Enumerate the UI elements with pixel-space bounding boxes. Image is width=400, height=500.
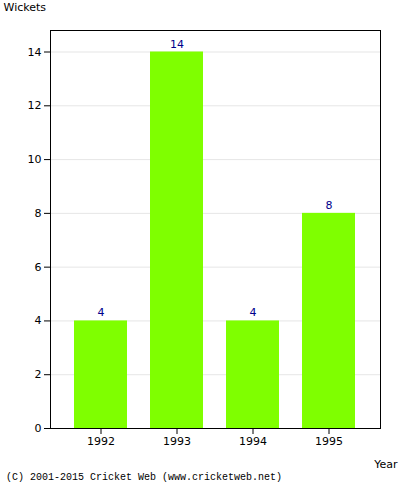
svg-text:12: 12 (28, 99, 42, 112)
svg-text:0: 0 (35, 422, 42, 435)
svg-text:4: 4 (98, 306, 105, 319)
svg-text:10: 10 (28, 153, 42, 166)
svg-text:1993: 1993 (163, 435, 191, 448)
svg-text:8: 8 (35, 207, 42, 220)
svg-text:Year: Year (373, 458, 398, 471)
svg-text:4: 4 (250, 306, 257, 319)
svg-text:1994: 1994 (239, 435, 267, 448)
svg-text:14: 14 (28, 46, 42, 59)
svg-text:1992: 1992 (87, 435, 115, 448)
svg-text:14: 14 (170, 38, 184, 51)
svg-text:2: 2 (35, 368, 42, 381)
svg-text:4: 4 (35, 314, 42, 327)
svg-text:Wickets: Wickets (4, 1, 47, 14)
svg-text:6: 6 (35, 261, 42, 274)
svg-text:1995: 1995 (315, 435, 343, 448)
svg-text:8: 8 (326, 199, 333, 212)
html-text:(C) 2001-2015 Cricket Web (www: (C) 2001-2015 Cricket Web (www.cricketwe… (6, 472, 282, 483)
